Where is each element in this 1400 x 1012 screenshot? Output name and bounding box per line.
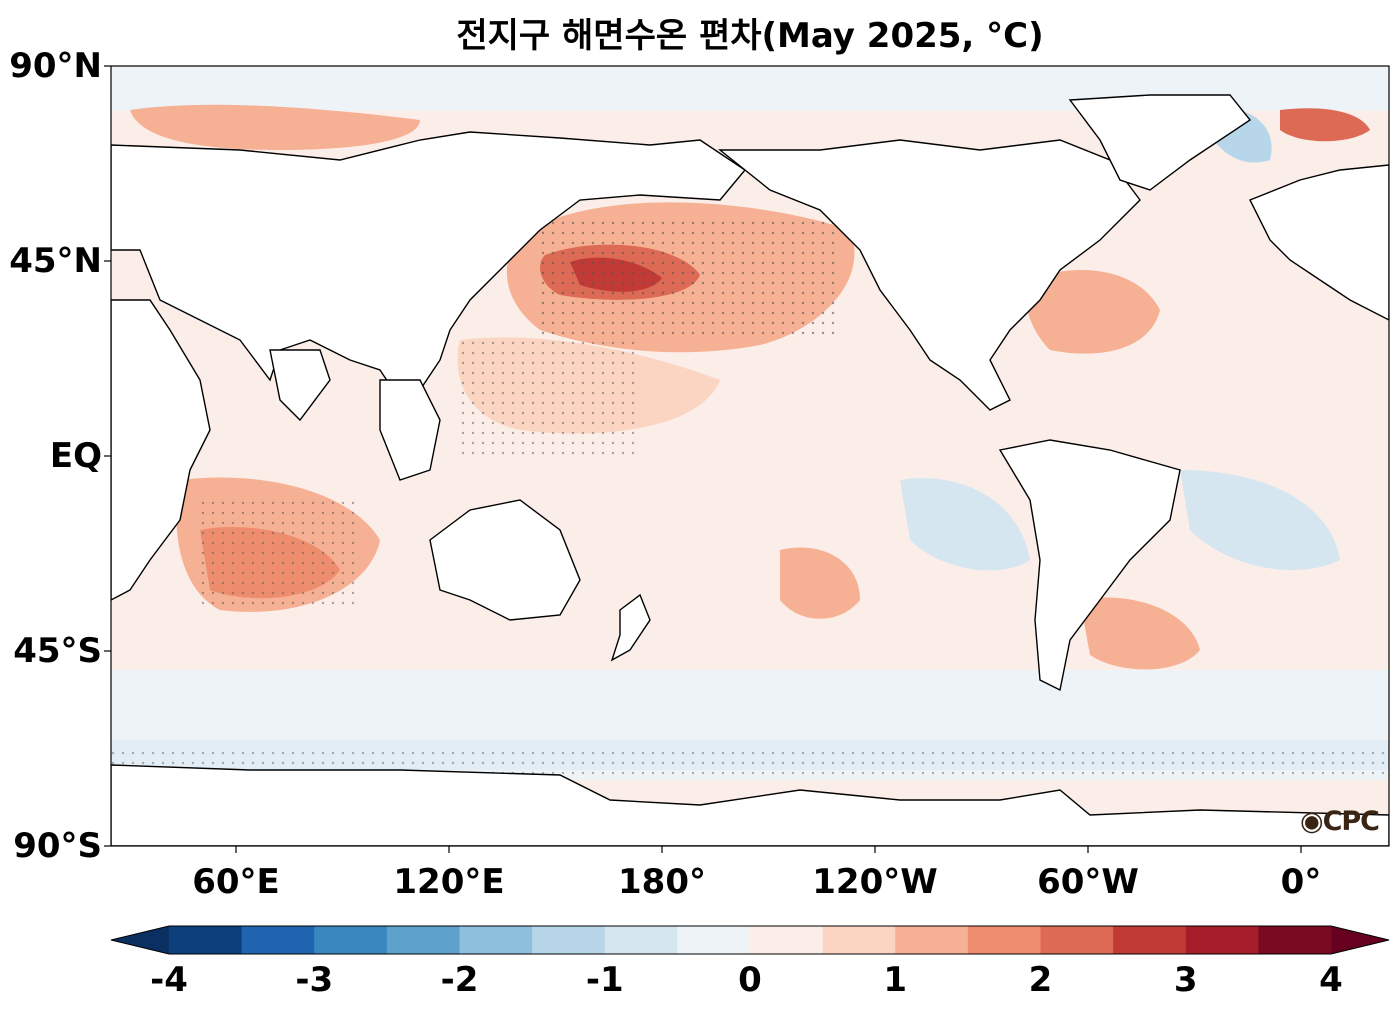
colorbar-swatch (604, 926, 678, 954)
land-north-america (718, 139, 1141, 411)
lat-label-90n: 90°N (9, 46, 102, 86)
colorbar-swatch (314, 926, 388, 954)
colorbar (110, 925, 1390, 955)
cpc-logo-mark: ◉ (1300, 806, 1324, 837)
colorbar-swatch (677, 926, 751, 954)
nordic-seas-warm (1280, 108, 1370, 142)
arctic-warm-patches (130, 104, 420, 150)
cpc-logo: ◉CPC (1300, 806, 1380, 837)
lon-label-60e: 60°E (192, 862, 280, 902)
colorbar-swatch (895, 926, 969, 954)
stipple-north-pacific (540, 220, 840, 340)
colorbar-tick-label: -1 (585, 960, 624, 1000)
south-pacific-warm (780, 547, 860, 619)
lon-label-60w: 60°W (1037, 862, 1139, 902)
colorbar-tick-label: -2 (440, 960, 479, 1000)
lat-label-45s: 45°S (13, 631, 102, 671)
colorbar-swatch (169, 926, 243, 954)
lat-label-45n: 45°N (9, 241, 102, 281)
landmasses (111, 94, 1389, 846)
map-title: 전지구 해면수온 편차(May 2025, °C) (456, 16, 1044, 56)
stipple-indian-ocean (200, 500, 360, 610)
colorbar-swatch (1258, 926, 1332, 954)
north-atlantic-warm (1026, 270, 1160, 354)
colorbar-tick-label: 4 (1319, 960, 1343, 1000)
colorbar-swatch (750, 926, 824, 954)
colorbar-tick-label: 1 (883, 960, 908, 1000)
land-europe (1249, 164, 1389, 321)
colorbar-swatch (967, 926, 1041, 954)
lat-label-eq: EQ (49, 436, 102, 476)
lon-label-180: 180° (618, 862, 706, 902)
land-australia (429, 499, 581, 621)
colorbar-swatch (241, 926, 315, 954)
colorbar-under-extend (111, 926, 169, 954)
colorbar-tick-label: 3 (1173, 960, 1198, 1000)
colorbar-swatch (822, 926, 896, 954)
land-eurasia (111, 131, 747, 401)
lon-label-0: 0° (1280, 862, 1322, 902)
south-atlantic-cool (1180, 470, 1340, 570)
axis-ticks (104, 65, 1302, 853)
land-new-zealand (610, 593, 651, 662)
land-africa (111, 299, 211, 601)
south-atlantic-warm (1080, 597, 1200, 670)
colorbar-swatch (459, 926, 533, 954)
east-pacific-cool (900, 478, 1030, 571)
land-south-america (998, 439, 1181, 692)
colorbar-over-extend (1331, 926, 1389, 954)
colorbar-swatch (386, 926, 460, 954)
colorbar-tick-label: -3 (295, 960, 334, 1000)
colorbar-outline (110, 925, 1390, 955)
colorbar-swatch (1040, 926, 1114, 954)
colorbar-tick-label: 2 (1028, 960, 1053, 1000)
colorbar-tick-label: 0 (738, 960, 762, 1000)
land-antarctica (111, 764, 1389, 846)
colorbar-swatch (532, 926, 606, 954)
stipple-west-pacific (460, 340, 640, 460)
colorbar-tick-label: -4 (150, 960, 188, 1000)
land-greenland (1068, 94, 1252, 191)
cpc-logo-text: CPC (1322, 806, 1380, 837)
lat-label-90s: 90°S (13, 826, 102, 866)
land-southeast-asia (379, 379, 441, 481)
land-india (269, 349, 331, 422)
colorbar-swatch (1113, 926, 1187, 954)
lon-label-120e: 120°E (393, 862, 505, 902)
lon-label-120w: 120°W (812, 862, 938, 902)
colorbar-swatch (1185, 926, 1259, 954)
